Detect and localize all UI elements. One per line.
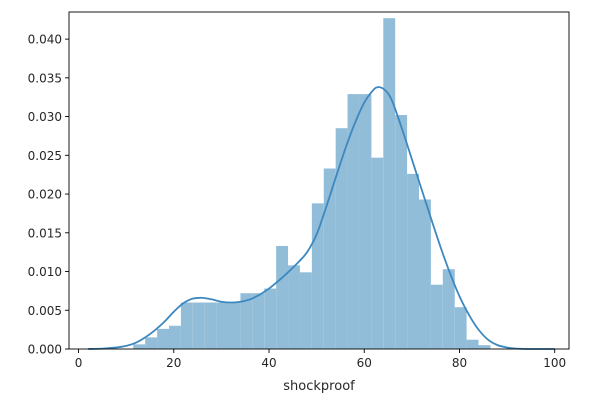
histogram-bar-10 [252, 293, 265, 349]
histogram-bar-2 [157, 328, 169, 349]
y-tick-label: 0.000 [28, 343, 62, 357]
histogram-bar-27 [454, 307, 467, 349]
kde-line [88, 86, 555, 350]
histogram-bars [133, 18, 491, 350]
histogram-bar-28 [466, 339, 479, 349]
y-tick-label: 0.015 [28, 226, 62, 240]
x-axis-label: shockproof [283, 379, 355, 394]
y-tick-label: 0.005 [28, 304, 62, 318]
x-axis-ticks: 0 20 40 60 80 100 [75, 349, 566, 370]
y-tick-label: 0.030 [28, 110, 62, 124]
histogram-bar-19 [359, 94, 372, 350]
plot-frame [68, 11, 570, 350]
x-tick-label: 100 [543, 356, 566, 370]
histogram-bar-20 [371, 157, 384, 349]
y-tick-label: 0.040 [28, 33, 62, 47]
kde-curve-group [88, 86, 555, 350]
histogram-bar-25 [430, 284, 443, 349]
histogram-bar-8 [228, 302, 241, 349]
y-tick-label: 0.010 [28, 265, 62, 279]
histogram-bar-11 [264, 288, 277, 349]
histogram-bar-29 [478, 345, 491, 349]
histogram-bar-17 [335, 128, 348, 349]
histogram-bar-7 [216, 302, 229, 349]
histogram-bar-12 [276, 245, 289, 349]
histogram-bar-16 [323, 168, 336, 349]
x-tick-label: 80 [452, 356, 467, 370]
histogram-bar-21 [383, 18, 396, 349]
axes-frame [68, 11, 570, 350]
histogram-bar-1 [145, 337, 158, 349]
x-tick-label: 20 [166, 356, 181, 370]
y-tick-label: 0.020 [28, 188, 62, 202]
x-tick-label: 60 [357, 356, 372, 370]
y-tick-label: 0.025 [28, 149, 62, 163]
histogram-bar-23 [407, 173, 419, 349]
histogram-bar-22 [395, 115, 408, 349]
y-tick-label: 0.035 [28, 71, 62, 85]
histogram-bar-6 [204, 302, 217, 349]
histogram-bar-13 [288, 265, 300, 349]
histogram-bar-4 [180, 302, 193, 349]
histogram-bar-14 [299, 272, 312, 349]
histogram-bar-9 [240, 293, 253, 349]
histogram-bar-15 [311, 203, 324, 349]
histogram-bar-18 [347, 94, 360, 350]
histogram-bar-3 [169, 325, 181, 349]
histogram-bar-5 [192, 302, 205, 349]
histogram-bar-26 [442, 269, 455, 349]
x-tick-label: 0 [75, 356, 83, 370]
histogram-bar-24 [419, 199, 431, 349]
histogram-bar-0 [133, 344, 146, 349]
y-axis-ticks: 0.000 0.005 0.010 0.015 0.020 0.025 0.030 0.035… [28, 33, 69, 357]
x-tick-label: 40 [261, 356, 276, 370]
